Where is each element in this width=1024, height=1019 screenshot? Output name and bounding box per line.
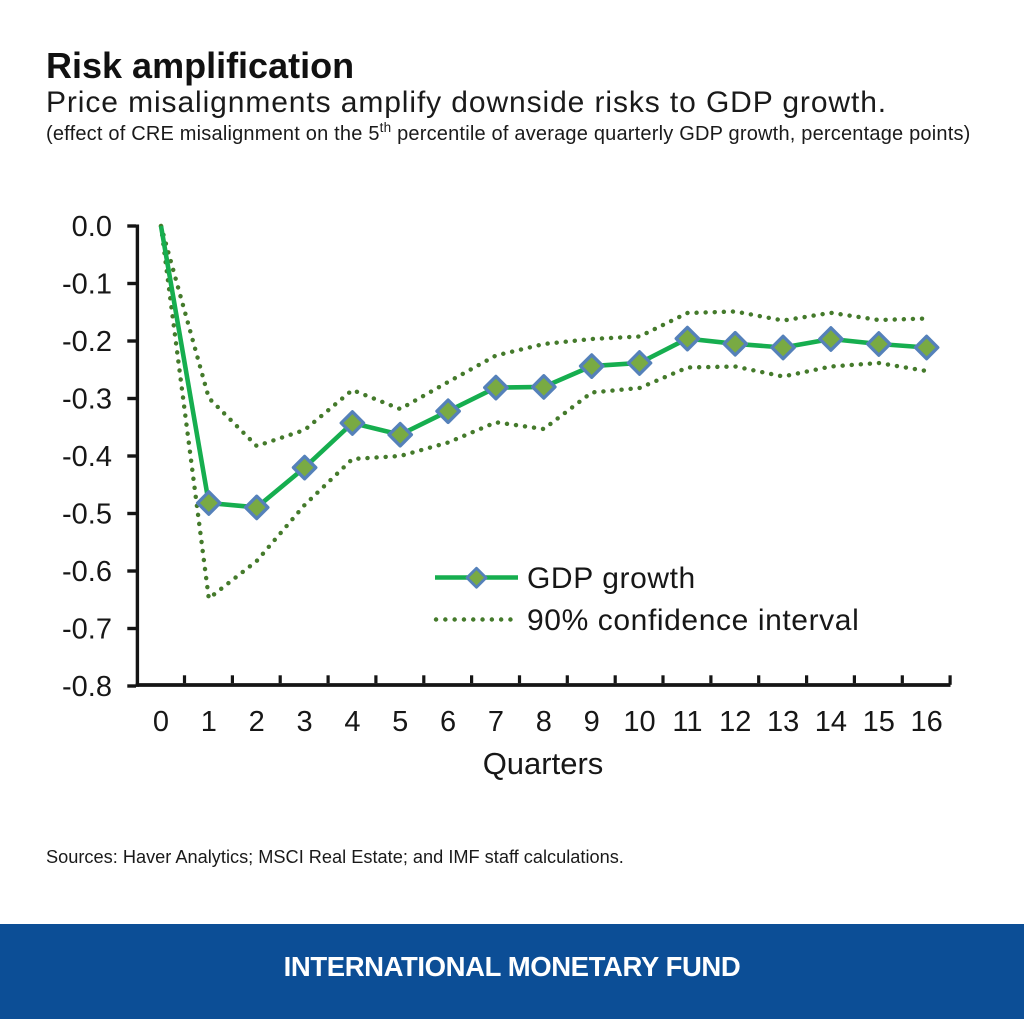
svg-text:16: 16 <box>910 706 942 738</box>
svg-text:-0.1: -0.1 <box>62 269 112 301</box>
svg-text:Quarters: Quarters <box>483 746 604 781</box>
svg-text:2: 2 <box>249 706 265 738</box>
svg-text:-0.7: -0.7 <box>62 614 112 646</box>
svg-text:-0.2: -0.2 <box>62 326 112 358</box>
svg-text:0: 0 <box>153 706 169 738</box>
svg-text:14: 14 <box>815 706 847 738</box>
svg-text:90% confidence interval: 90% confidence interval <box>527 604 859 637</box>
svg-text:1: 1 <box>201 706 217 738</box>
svg-text:GDP growth: GDP growth <box>527 562 696 595</box>
svg-text:0.0: 0.0 <box>72 211 112 243</box>
svg-text:6: 6 <box>440 706 456 738</box>
svg-text:11: 11 <box>672 706 702 738</box>
svg-text:4: 4 <box>344 706 360 738</box>
svg-text:12: 12 <box>719 706 751 738</box>
svg-text:13: 13 <box>767 706 799 738</box>
svg-text:7: 7 <box>488 706 504 738</box>
svg-text:15: 15 <box>863 706 895 738</box>
svg-text:3: 3 <box>297 706 313 738</box>
svg-text:-0.5: -0.5 <box>62 499 112 531</box>
svg-text:-0.6: -0.6 <box>62 556 112 588</box>
svg-text:9: 9 <box>584 706 600 738</box>
svg-text:-0.4: -0.4 <box>62 441 112 473</box>
svg-text:-0.8: -0.8 <box>62 671 112 703</box>
svg-text:10: 10 <box>623 706 655 738</box>
svg-text:-0.3: -0.3 <box>62 384 112 416</box>
svg-text:8: 8 <box>536 706 552 738</box>
svg-text:5: 5 <box>392 706 408 738</box>
